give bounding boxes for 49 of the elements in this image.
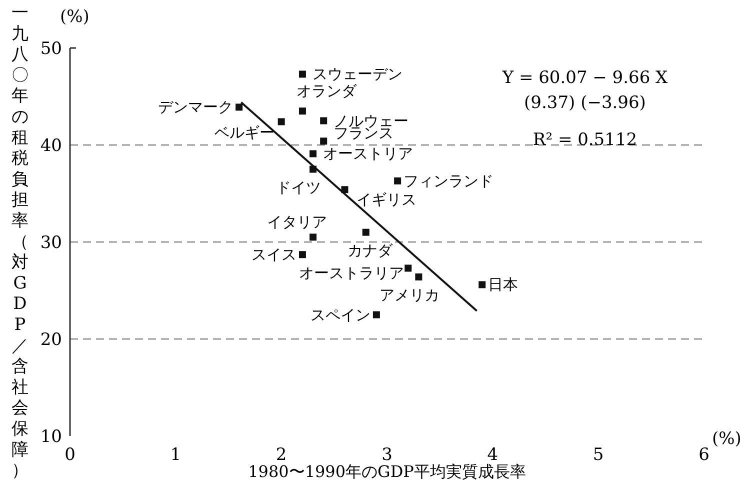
x-tick-label: 0	[64, 445, 76, 465]
x-tick-label: 6	[698, 445, 710, 465]
point	[415, 273, 422, 280]
y-tick-label: 50	[40, 38, 62, 59]
annotation: ドイツ	[276, 178, 322, 196]
annotation: カナダ	[347, 241, 394, 260]
annotation: アメリカ	[380, 286, 440, 304]
point	[478, 281, 486, 288]
annotation: オーストリア	[323, 144, 414, 163]
annotation: イタリア	[267, 213, 328, 232]
point	[404, 264, 412, 272]
annotation: スイス	[251, 246, 296, 264]
text: (%)	[712, 429, 742, 449]
y-tick-label: 20	[40, 330, 62, 350]
x-tick-label: 1	[170, 445, 182, 465]
text: (%)	[60, 7, 90, 27]
y-tick-label: 30	[40, 232, 62, 253]
text: 一九八〇年の租税負担率（対GDP／含社会保障）	[12, 3, 28, 481]
annotation: スウェーデン	[312, 65, 402, 84]
point	[236, 104, 243, 111]
point	[298, 108, 306, 115]
point	[298, 70, 306, 78]
x-tick-label: 5	[592, 445, 604, 465]
point	[394, 177, 402, 184]
point	[372, 311, 380, 318]
annotation: オランダ	[296, 82, 358, 100]
annotation: (9.37) (−3.96)	[524, 93, 646, 113]
x-tick-label: 3	[382, 445, 392, 465]
point	[278, 118, 285, 126]
annotation: イギリス	[356, 190, 417, 209]
x-axis-title: 1980〜1990年のGDP平均実質成長率	[248, 462, 526, 481]
annotation: Y = 60.07 − 9.66 X	[501, 68, 669, 88]
annotation: R² = 0.5112	[532, 130, 638, 150]
point	[320, 117, 328, 124]
point	[320, 138, 328, 145]
point	[298, 251, 306, 258]
point	[362, 228, 370, 236]
y-tick-label: 40	[40, 136, 62, 156]
annotation: ベルギー	[214, 124, 274, 142]
annotation: オーストラリア	[299, 264, 404, 282]
x-tick-label: 4	[487, 445, 498, 465]
y-tick-label: 10	[40, 426, 62, 447]
annotation: 日本	[488, 276, 518, 294]
point	[310, 234, 317, 241]
point	[310, 150, 317, 158]
annotation: フィンランド	[404, 172, 494, 190]
annotation: デンマーク	[158, 98, 234, 116]
x-tick-label: 2	[276, 445, 287, 465]
annotation: スペイン	[310, 306, 370, 324]
